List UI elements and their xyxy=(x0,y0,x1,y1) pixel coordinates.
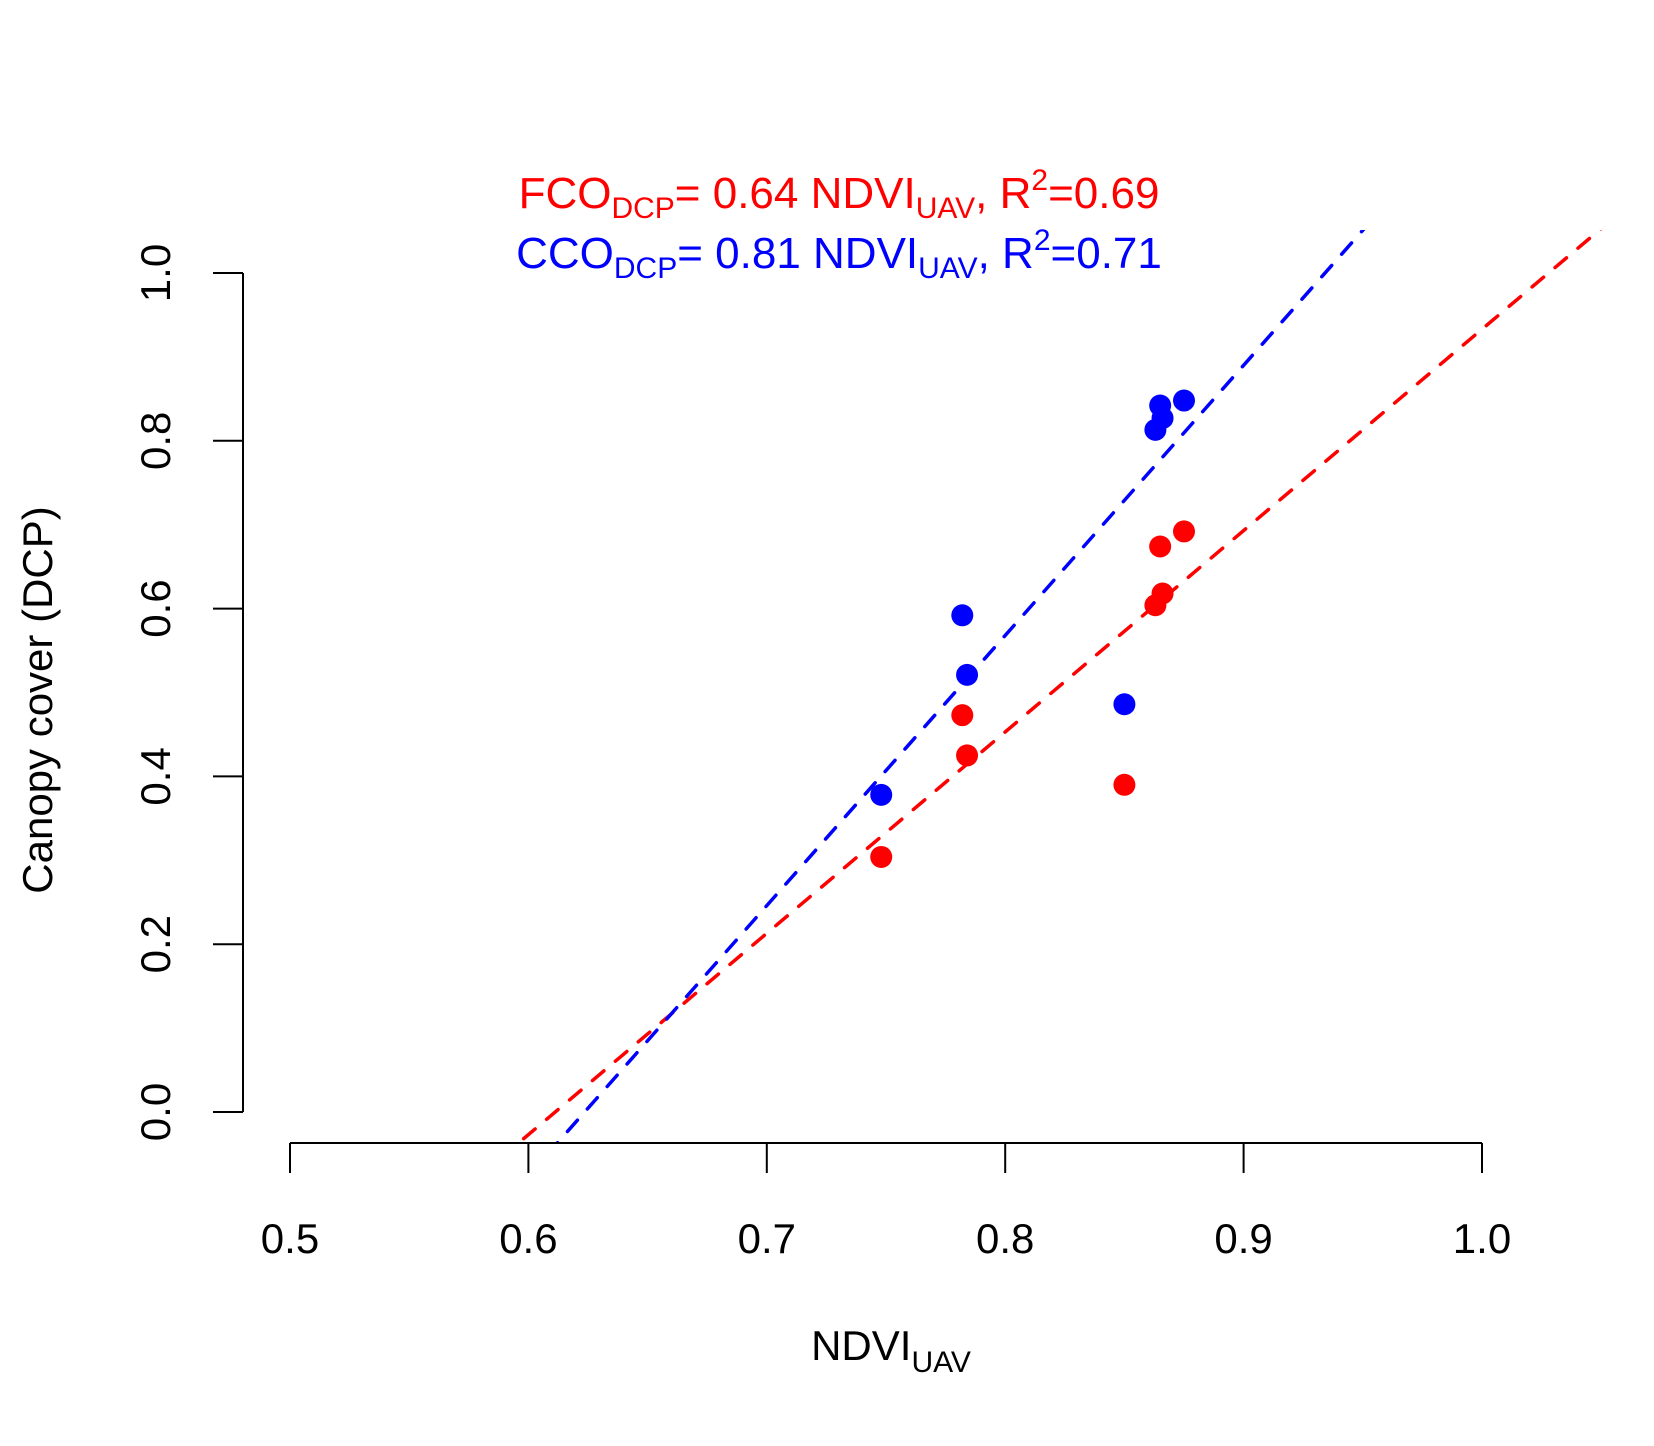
equation-text: , R xyxy=(978,229,1034,278)
equation-subscript: UAV xyxy=(918,252,977,285)
equation-superscript: 2 xyxy=(1034,224,1051,257)
x-axis-title-subscript: UAV xyxy=(911,1346,970,1379)
data-points xyxy=(870,389,1195,868)
y-tick-label: 1.0 xyxy=(132,244,179,302)
x-axis: 0.5 0.6 0.7 0.8 0.9 1.0 xyxy=(261,1142,1511,1262)
equation-subscript: DCP xyxy=(611,192,674,225)
equation-text: FCO xyxy=(519,169,612,218)
equation-subscript: UAV xyxy=(916,192,975,225)
data-point-fco-dcp xyxy=(1151,582,1174,605)
equation-annotations: FCODCP​= 0.64 NDVIUAV​, R2​=0.69CCODCP​=… xyxy=(516,164,1162,285)
x-axis-title-main: NDVI xyxy=(811,1322,911,1369)
data-point-cco-dcp xyxy=(870,783,893,806)
data-point-cco-dcp xyxy=(951,604,974,627)
y-tick-label: 0.8 xyxy=(132,412,179,470)
y-tick-label: 0.6 xyxy=(132,579,179,637)
x-tick-label: 1.0 xyxy=(1453,1215,1511,1262)
data-point-cco-dcp xyxy=(1173,389,1195,412)
data-point-cco-dcp xyxy=(956,663,979,686)
data-point-cco-dcp xyxy=(1149,394,1172,417)
x-tick-label: 0.5 xyxy=(261,1215,319,1262)
equation-text: = 0.64 NDVI xyxy=(675,169,916,218)
equation-cco-dcp: CCODCP​= 0.81 NDVIUAV​, R2​=0.71 xyxy=(516,224,1162,285)
data-point-fco-dcp xyxy=(956,744,979,767)
equation-text: CCO xyxy=(516,229,614,278)
x-tick-label: 0.9 xyxy=(1214,1215,1272,1262)
data-point-fco-dcp xyxy=(1173,520,1195,543)
data-point-fco-dcp xyxy=(1149,535,1172,558)
y-tick-label: 0.4 xyxy=(132,747,179,805)
y-tick-label: 0.2 xyxy=(132,915,179,973)
x-tick-label: 0.6 xyxy=(499,1215,557,1262)
data-point-fco-dcp xyxy=(1113,773,1136,796)
y-axis: 0.0 0.2 0.4 0.6 0.8 1.0 xyxy=(132,244,244,1141)
data-point-fco-dcp xyxy=(870,845,893,868)
data-point-fco-dcp xyxy=(951,704,974,727)
x-tick-label: 0.7 xyxy=(738,1215,796,1262)
equation-subscript: DCP xyxy=(614,252,677,285)
equation-text: = 0.81 NDVI xyxy=(677,229,918,278)
equation-superscript: 2 xyxy=(1031,164,1048,197)
equation-fco-dcp: FCODCP​= 0.64 NDVIUAV​, R2​=0.69 xyxy=(519,164,1160,225)
equation-text: , R xyxy=(975,169,1031,218)
y-axis-title: Canopy cover (DCP) xyxy=(14,506,61,893)
data-point-cco-dcp xyxy=(1113,693,1136,716)
x-tick-label: 0.8 xyxy=(976,1215,1034,1262)
x-axis-title: NDVIUAV xyxy=(811,1322,971,1379)
equation-text: =0.71 xyxy=(1051,229,1162,278)
y-tick-label: 0.0 xyxy=(132,1083,179,1141)
equation-text: =0.69 xyxy=(1048,169,1159,218)
